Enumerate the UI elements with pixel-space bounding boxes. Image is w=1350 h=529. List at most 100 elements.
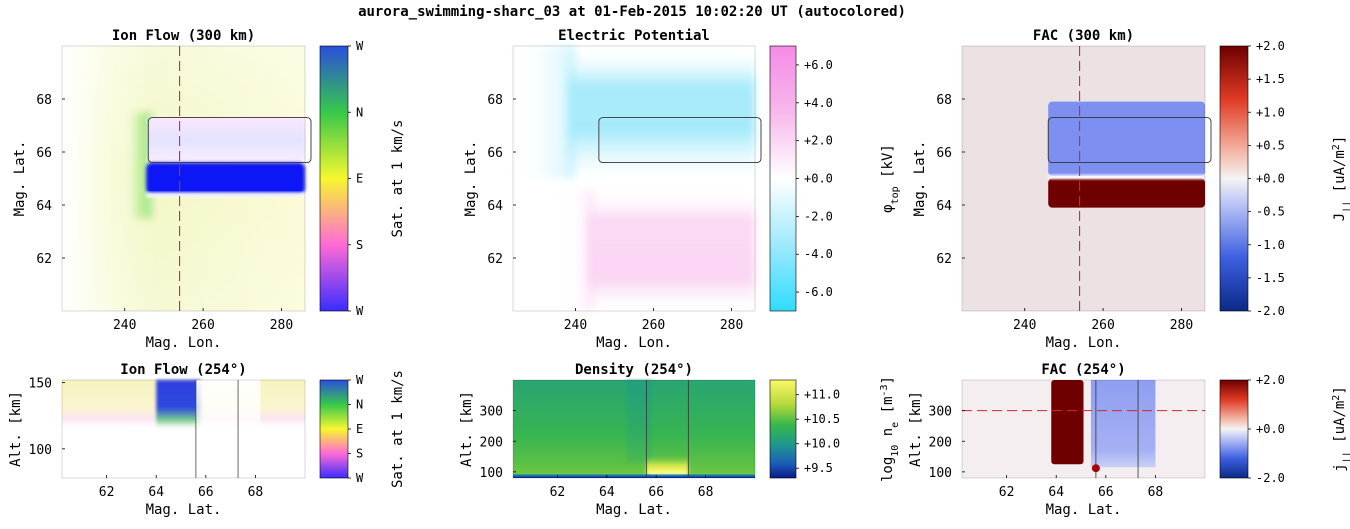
- y-axis-label: Alt. [km]: [459, 391, 475, 467]
- fac-downward: [1048, 102, 1205, 176]
- y-tick-label: 64: [36, 199, 52, 214]
- y-tick-label: 66: [487, 146, 503, 161]
- y-axis-label: Mag. Lat.: [12, 141, 28, 217]
- fac-alt-downward: [1091, 380, 1155, 467]
- colorbar-tick-label: +1.5: [1256, 72, 1285, 86]
- y-tick-label: 62: [36, 252, 52, 267]
- heatmap-ion-flow-300: [62, 46, 311, 311]
- colorbar-gradient: [1220, 380, 1248, 478]
- panel-title: Ion Flow (300 km): [112, 28, 255, 44]
- colorbar-gradient: [320, 380, 348, 478]
- flow-field-edge: [146, 192, 305, 197]
- colorbar-tick-label: +1.0: [1256, 105, 1285, 119]
- colorbar-label: φtop [kV]: [880, 144, 901, 213]
- x-tick-label: 64: [1048, 485, 1064, 500]
- y-tick-label: 62: [487, 252, 503, 267]
- colorbar-gradient: [770, 380, 796, 478]
- y-axis-label: Mag. Lat.: [463, 141, 479, 217]
- x-tick-label: 66: [1098, 485, 1114, 500]
- fac-gap: [1048, 175, 1205, 180]
- potential-south-fade: [560, 189, 595, 311]
- colorbar-tick-label: W: [356, 373, 364, 387]
- colorbar-gradient: [320, 46, 348, 311]
- colorbar-tick-label: -6.0: [804, 285, 833, 299]
- y-tick-label: 200: [929, 435, 952, 450]
- panel-title: Density (254°): [575, 362, 693, 378]
- flow-field-strong: [146, 163, 305, 195]
- colorbar-tick-label: -0.5: [1256, 205, 1285, 219]
- x-tick-label: 68: [698, 485, 714, 500]
- colorbar-tick-label: S: [356, 447, 363, 461]
- y-tick-label: 150: [29, 377, 52, 392]
- x-tick-label: 280: [1170, 318, 1193, 333]
- colorbar-label: log10 ne [m-3]: [879, 376, 901, 482]
- colorbar-tick-label: +0.5: [1256, 138, 1285, 152]
- colorbar-tick-label: E: [356, 172, 363, 186]
- colorbar-fac_300: +2.0+1.5+1.0+0.5+0.0-0.5-1.0-1.5-2.0J|| …: [1220, 39, 1350, 318]
- density-depletion: [627, 380, 652, 463]
- x-tick-label: 62: [550, 485, 566, 500]
- x-tick-label: 68: [1148, 485, 1164, 500]
- colorbar-tick-label: +2.0: [1256, 39, 1285, 53]
- potential-north: [568, 46, 755, 179]
- y-tick-label: 64: [487, 199, 503, 214]
- colorbar-tick-label: E: [356, 422, 363, 436]
- y-tick-label: 66: [936, 146, 952, 161]
- y-tick-label: 300: [929, 405, 952, 420]
- y-axis-label: Mag. Lat.: [912, 141, 928, 217]
- y-tick-label: 68: [487, 93, 503, 108]
- colorbar-tick-label: N: [356, 398, 363, 412]
- fac-alt-upward: [1051, 380, 1083, 464]
- colorbar-tick-label: -1.0: [1256, 238, 1285, 252]
- colorbar-tick-label: -1.5: [1256, 271, 1285, 285]
- density-lower-boundary: [513, 474, 755, 478]
- x-tick-label: 260: [191, 318, 214, 333]
- colorbar-tick-label: W: [356, 471, 364, 485]
- heatmap-fac-254: [962, 380, 1205, 478]
- x-axis-label: Mag. Lon.: [596, 335, 672, 351]
- x-tick-label: 66: [648, 485, 664, 500]
- x-axis-label: Mag. Lat.: [146, 502, 222, 518]
- colorbar-gradient: [770, 46, 796, 311]
- x-tick-label: 66: [198, 485, 214, 500]
- x-tick-label: 240: [564, 318, 587, 333]
- colorbar-label: Sat. at 1 km/s: [390, 119, 406, 237]
- potential-north-fade: [513, 46, 575, 179]
- x-tick-label: 240: [113, 318, 136, 333]
- density-base-glow: [651, 474, 683, 475]
- colorbar-tick-label: +2.0: [1256, 373, 1285, 387]
- colorbar-tick-label: +6.0: [804, 58, 833, 72]
- x-axis-label: Mag. Lon.: [146, 335, 222, 351]
- y-axis-label: Alt. [km]: [8, 391, 24, 467]
- density-enhancement: [646, 457, 688, 476]
- flow-alt-jet: [156, 380, 201, 430]
- y-tick-label: 100: [29, 443, 52, 458]
- panel-title: FAC (300 km): [1033, 28, 1134, 44]
- heatmap-fac-300: [962, 46, 1211, 311]
- colorbar-tick-label: -2.0: [1256, 471, 1285, 485]
- x-tick-label: 68: [248, 485, 264, 500]
- colorbar-tick-label: +10.5: [804, 412, 840, 426]
- x-tick-label: 64: [148, 485, 164, 500]
- x-tick-label: 280: [270, 318, 293, 333]
- colorbar-tick-label: W: [356, 39, 364, 53]
- colorbar-tick-label: +10.0: [804, 437, 840, 451]
- y-tick-label: 68: [36, 93, 52, 108]
- colorbar-gradient: [1220, 46, 1248, 311]
- colorbar-tick-label: +0.0: [1256, 422, 1285, 436]
- colorbar-tick-label: -2.0: [804, 209, 833, 223]
- flow-field-weak: [148, 118, 305, 163]
- flow-alt-arc: [196, 380, 260, 444]
- x-tick-label: 280: [720, 318, 743, 333]
- figure-title: aurora_swimming-sharc_03 at 01-Feb-2015 …: [358, 4, 906, 20]
- panel-title: Electric Potential: [558, 28, 710, 44]
- panel-title: Ion Flow (254°): [120, 362, 246, 378]
- colorbar-tick-label: +0.0: [804, 172, 833, 186]
- colorbar-tick-label: W: [356, 304, 364, 318]
- colorbar-tick-label: -2.0: [1256, 304, 1285, 318]
- colorbar-tick-label: +2.0: [804, 134, 833, 148]
